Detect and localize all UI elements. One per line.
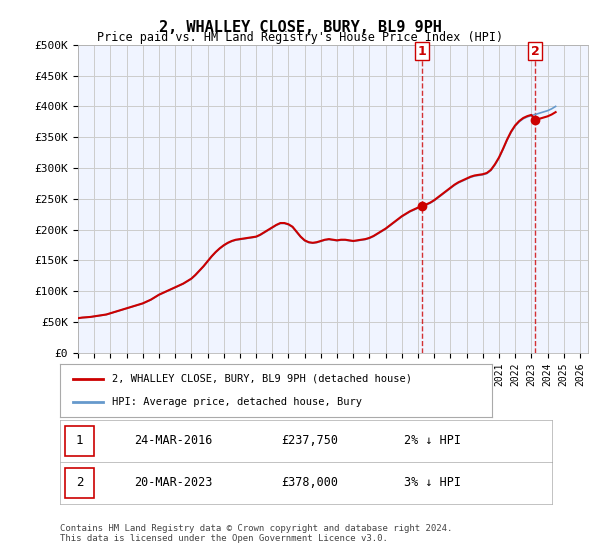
Text: HPI: Average price, detached house, Bury: HPI: Average price, detached house, Bury <box>112 397 362 407</box>
Text: 2% ↓ HPI: 2% ↓ HPI <box>404 435 461 447</box>
Text: 1: 1 <box>76 435 83 447</box>
Text: Price paid vs. HM Land Registry's House Price Index (HPI): Price paid vs. HM Land Registry's House … <box>97 31 503 44</box>
Text: Contains HM Land Registry data © Crown copyright and database right 2024.
This d: Contains HM Land Registry data © Crown c… <box>60 524 452 543</box>
Text: 2, WHALLEY CLOSE, BURY, BL9 9PH: 2, WHALLEY CLOSE, BURY, BL9 9PH <box>158 20 442 35</box>
Text: 2: 2 <box>530 45 539 58</box>
Text: 24-MAR-2016: 24-MAR-2016 <box>134 435 212 447</box>
Text: 20-MAR-2023: 20-MAR-2023 <box>134 477 212 489</box>
Text: 1: 1 <box>418 45 426 58</box>
Text: 2: 2 <box>76 477 83 489</box>
FancyBboxPatch shape <box>65 468 94 498</box>
Text: £237,750: £237,750 <box>281 435 338 447</box>
FancyBboxPatch shape <box>65 426 94 456</box>
Text: 2, WHALLEY CLOSE, BURY, BL9 9PH (detached house): 2, WHALLEY CLOSE, BURY, BL9 9PH (detache… <box>112 374 412 384</box>
Text: 3% ↓ HPI: 3% ↓ HPI <box>404 477 461 489</box>
Text: £378,000: £378,000 <box>281 477 338 489</box>
